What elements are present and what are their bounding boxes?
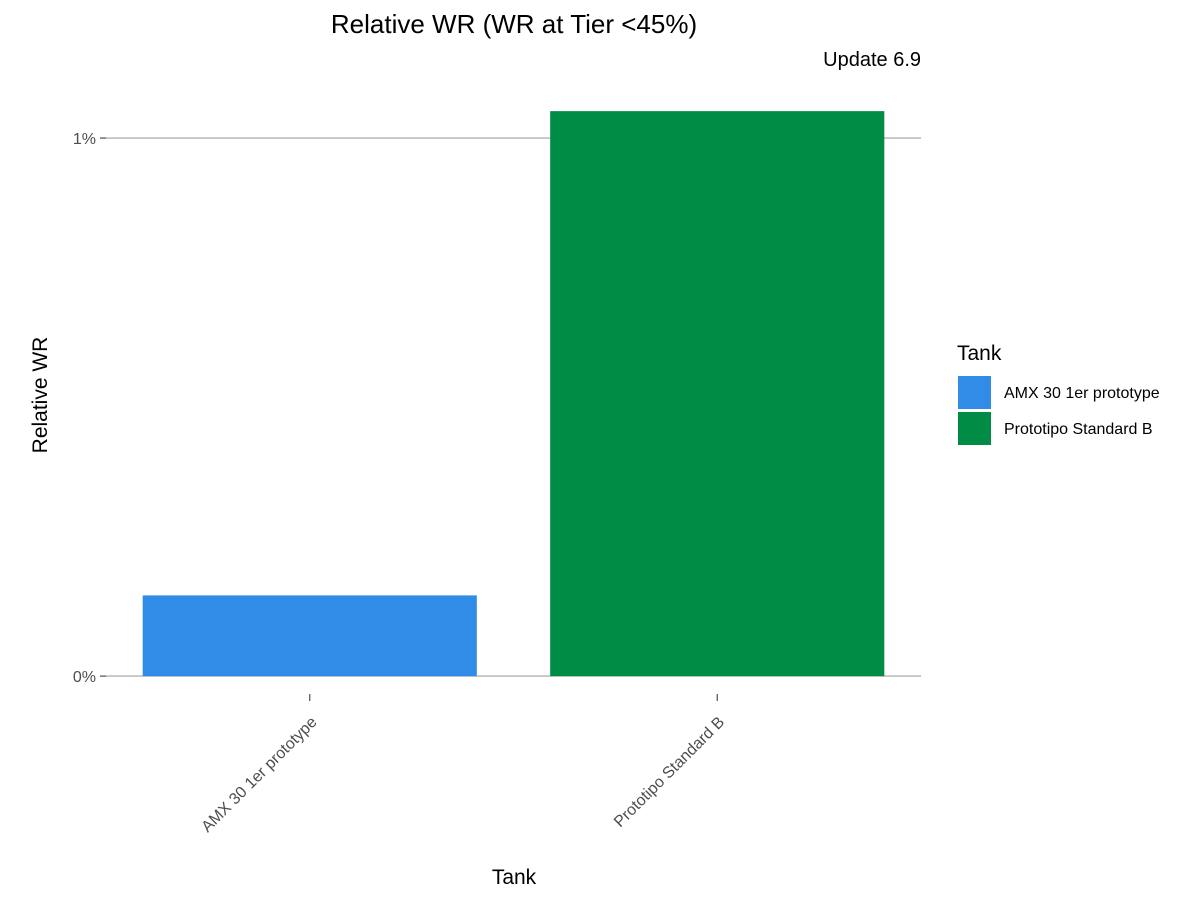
y-tick-label: 0% (73, 669, 96, 686)
x-axis-title: Tank (492, 866, 537, 889)
chart-subtitle: Update 6.9 (823, 49, 921, 71)
x-tick-label: AMX 30 1er prototype (199, 714, 321, 836)
y-tick-label: 1% (73, 131, 96, 148)
x-tick-label: Prototipo Standard B (611, 714, 728, 831)
legend: Tank AMX 30 1er prototype Prototipo Stand… (957, 342, 1160, 445)
bar (142, 595, 477, 677)
bar (550, 111, 885, 677)
legend-items: AMX 30 1er prototype Prototipo Standard B (958, 376, 1160, 445)
plot-area: 0% 1% AMX 30 1er prototype Prototipo Standa… (73, 111, 921, 836)
chart-title: Relative WR (WR at Tier <45%) (331, 9, 697, 39)
legend-swatch (958, 412, 991, 445)
legend-label: Prototipo Standard B (1004, 421, 1153, 438)
legend-title: Tank (957, 342, 1002, 365)
legend-label: AMX 30 1er prototype (1004, 385, 1160, 402)
legend-swatch (958, 376, 991, 409)
y-axis-title: Relative WR (29, 337, 52, 454)
